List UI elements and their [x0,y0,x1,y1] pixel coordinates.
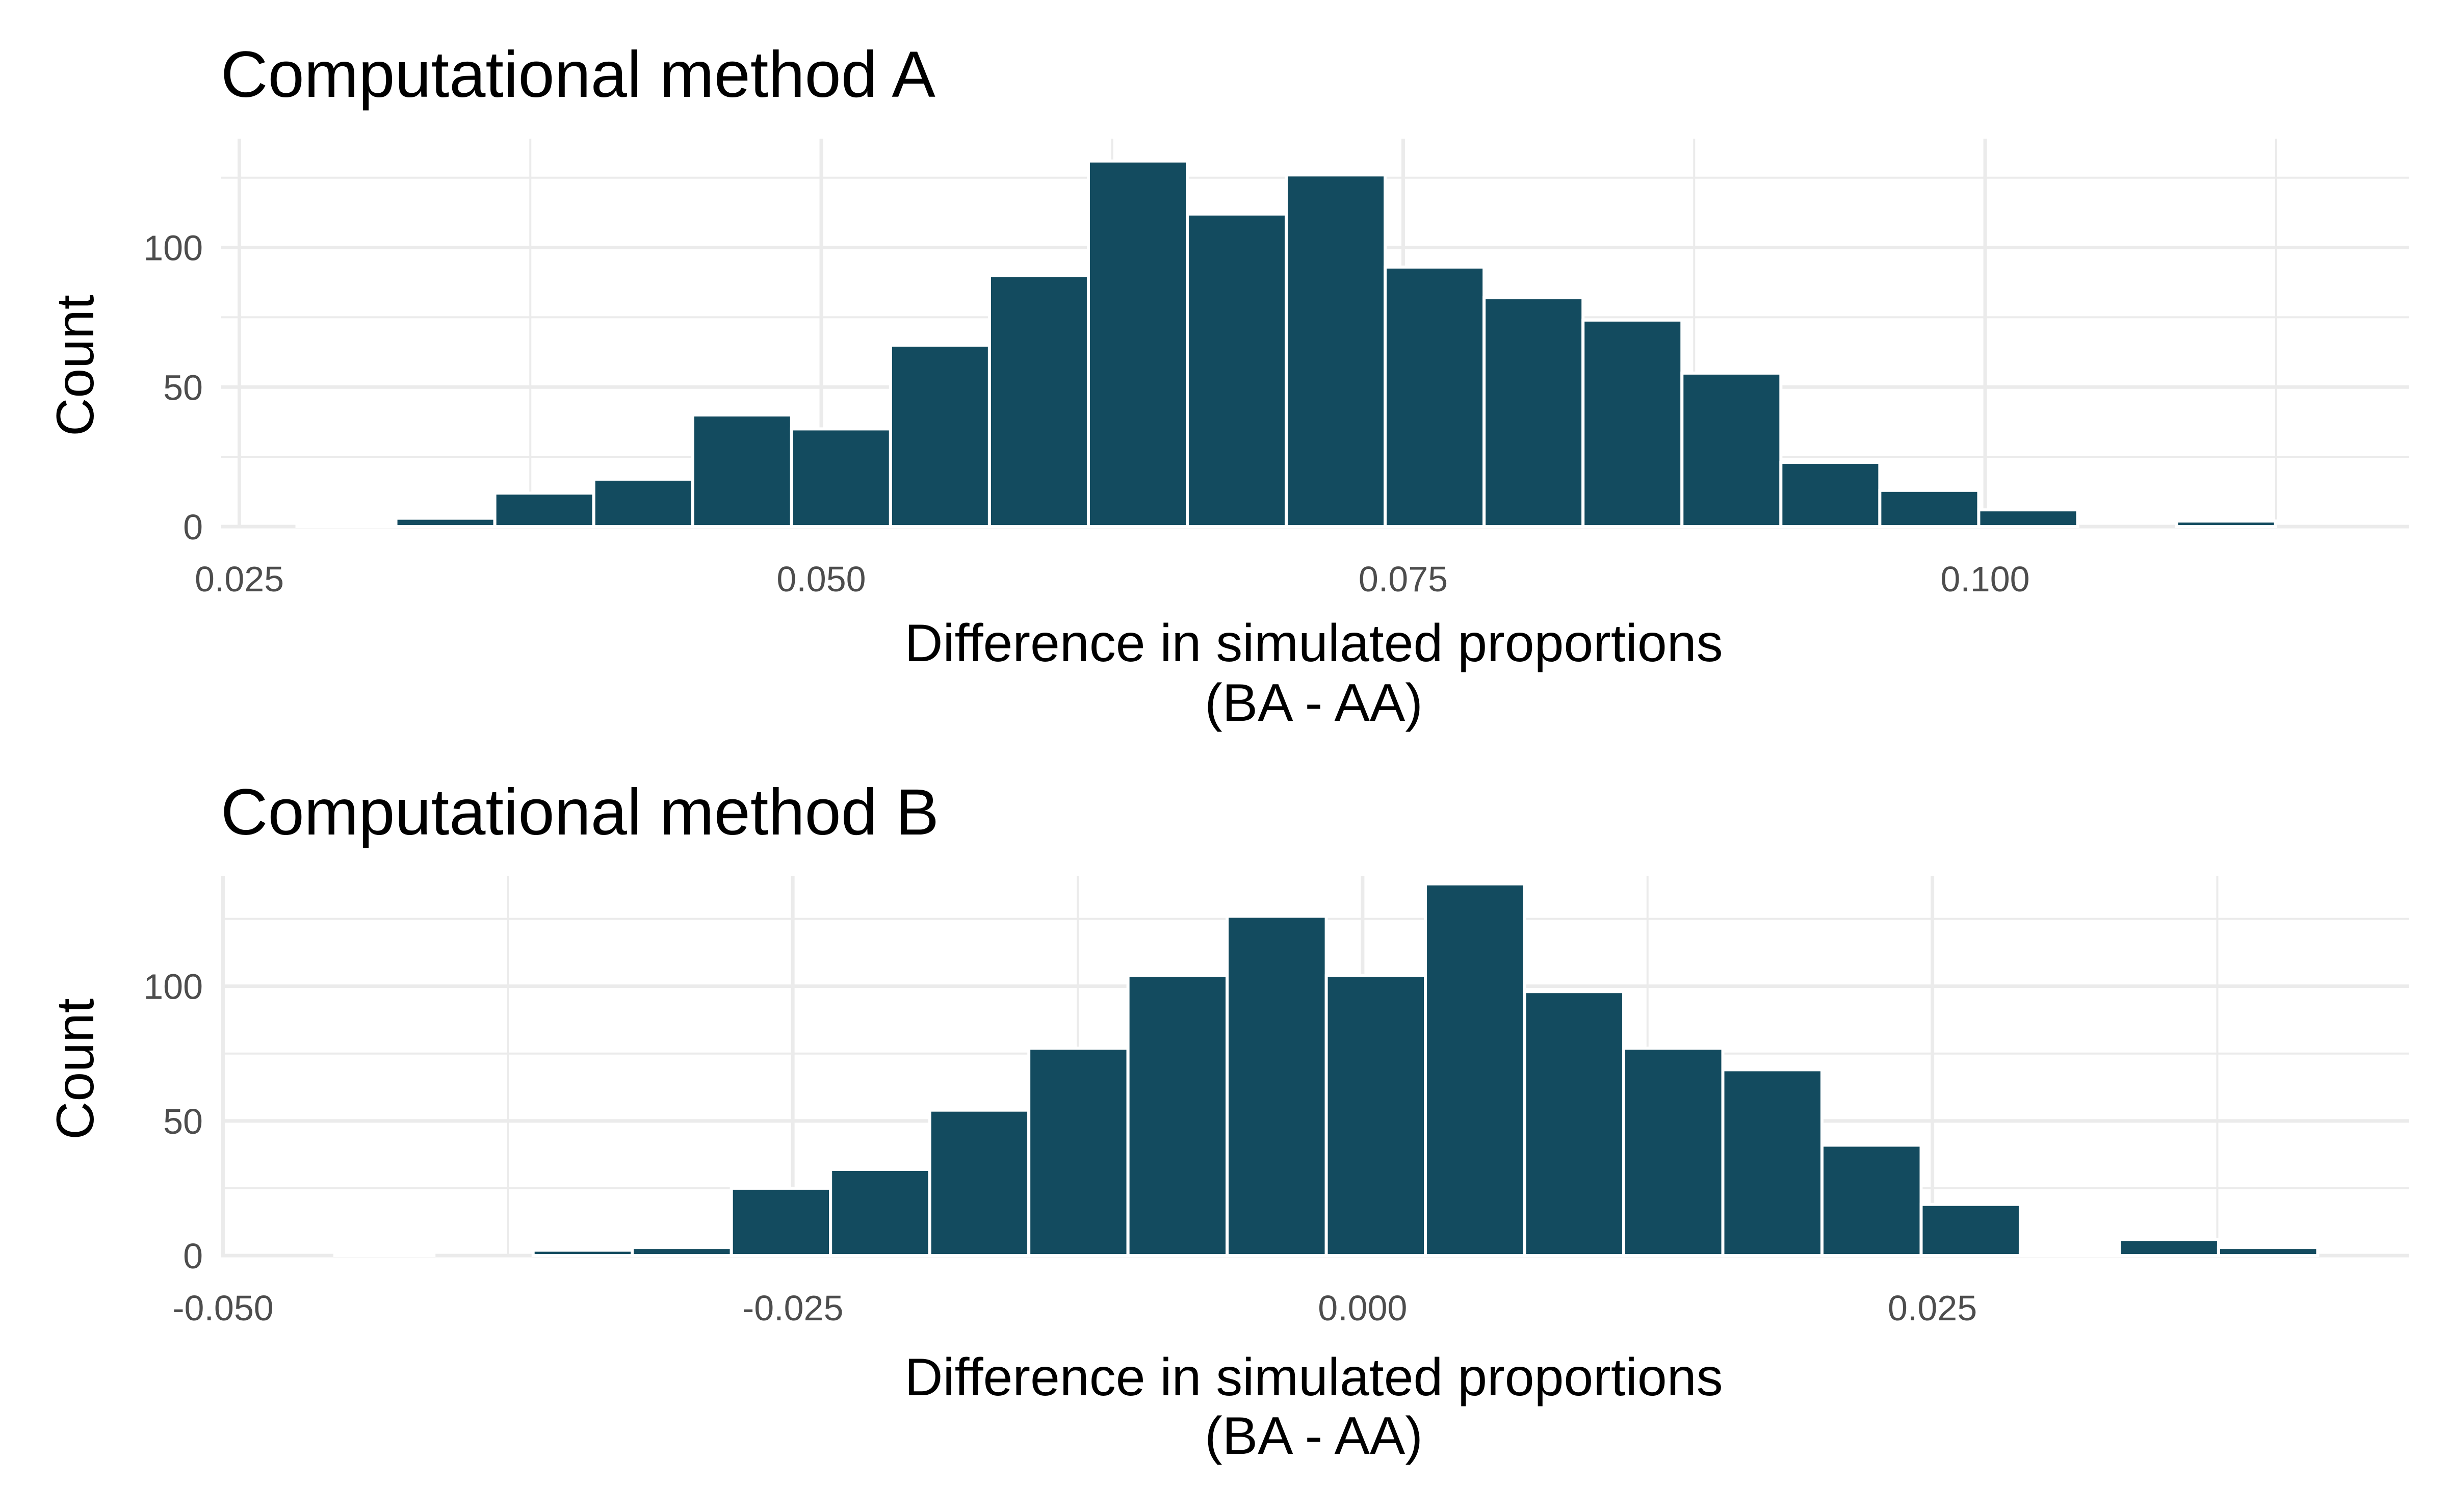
histogram-bar [1226,915,1328,1258]
histogram-bar [1919,1203,2022,1257]
histogram-bar [1523,990,1626,1257]
x-axis-title: Difference in simulated proportions [904,1348,1723,1407]
histogram-bar [295,522,398,528]
histogram-bar [592,477,694,528]
x-axis-subtitle: (BA - AA) [1205,673,1423,733]
x-tick-label: 0.000 [1318,1288,1407,1328]
histogram-bar [2175,519,2277,528]
y-tick-label: 100 [143,967,203,1007]
chart-title: Computational method B [221,776,939,849]
x-axis-ticks: -0.050 -0.025 0.000 0.025 [172,1288,1977,1328]
x-axis-title: Difference in simulated proportions [904,614,1723,673]
chart-title: Computational method A [221,38,935,111]
histogram-bar [631,1246,733,1257]
histogram-bar [987,274,1090,528]
y-tick-label: 0 [183,507,203,547]
y-tick-label: 100 [143,228,203,268]
histogram-bar [889,344,991,529]
x-tick-label: -0.025 [742,1288,843,1328]
x-tick-label: 0.025 [1888,1288,1977,1328]
histogram-bar [1680,371,1783,528]
histogram-bar [928,1108,1031,1258]
y-tick-label: 50 [163,368,203,407]
histogram-bar [1424,882,1526,1257]
y-axis-title: Count [46,998,105,1140]
y-axis-title: Count [46,295,105,436]
histogram-bar [1027,1047,1130,1257]
histogram-bar [691,413,793,529]
x-tick-label: 0.050 [776,559,866,599]
x-tick-label: 0.025 [195,559,284,599]
x-tick-label: -0.050 [172,1288,273,1328]
histogram-bars [295,159,2277,529]
histogram-bar [1878,488,1981,528]
x-axis-ticks: 0.025 0.050 0.075 0.100 [195,559,2030,599]
histogram-bar [1285,173,1387,528]
histogram-bar [2217,1246,2320,1257]
histogram-bar [1581,318,1684,528]
histogram-bar [531,1248,634,1257]
histogram-bar [1622,1047,1725,1257]
x-axis-subtitle: (BA - AA) [1205,1406,1423,1466]
x-tick-label: 0.075 [1359,559,1448,599]
histogram-bar [1482,296,1585,528]
y-axis-ticks: 0 50 100 [143,228,203,547]
histogram-bar [1186,212,1288,528]
histogram-bar [493,491,595,529]
histogram-bars [333,882,2320,1258]
histogram-bar [1779,461,1882,529]
histogram-bar [333,1251,436,1257]
histogram-bar [2118,1238,2220,1257]
y-tick-label: 0 [183,1236,203,1276]
histogram-bar [394,516,497,529]
histogram-bar [1721,1068,1824,1257]
histogram-bar [790,427,892,528]
histogram-panel-method-a: Computational method A 0 50 100 0.025 0.050… [46,38,2409,733]
y-tick-label: 50 [163,1102,203,1141]
y-axis-ticks: 0 50 100 [143,967,203,1276]
x-tick-label: 0.100 [1940,559,2029,599]
histogram-bar [829,1167,931,1257]
histogram-bar [1820,1143,1923,1258]
histogram-bar [730,1186,832,1257]
histogram-bar [1384,265,1486,528]
histogram-bar [1126,974,1229,1257]
histogram-bar [2018,1251,2121,1257]
histogram-bar [1977,508,2079,528]
histogram-bar [1086,159,1189,528]
histogram-bar [1324,974,1427,1257]
